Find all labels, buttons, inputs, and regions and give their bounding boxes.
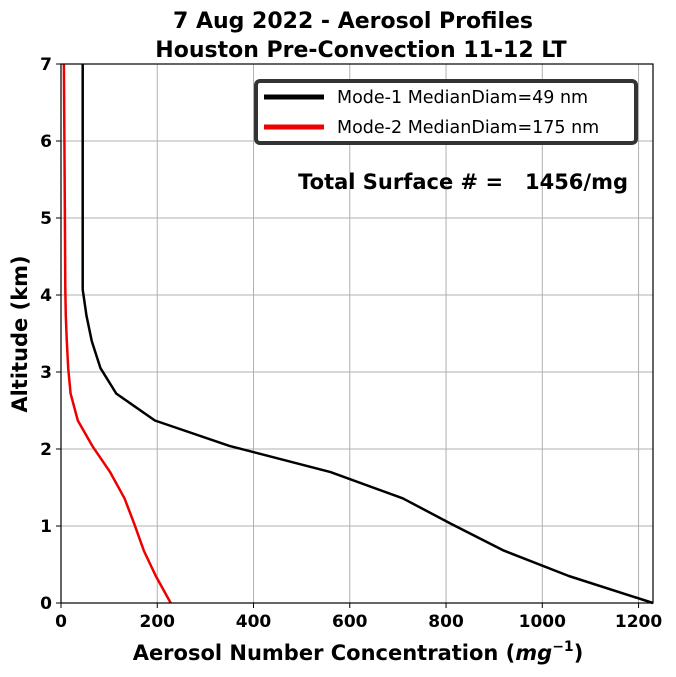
total-surface-annotation: Total Surface # = 1456/mg — [298, 170, 628, 194]
x-tick-label: 200 — [140, 612, 176, 632]
x-tick-label: 1000 — [519, 612, 566, 632]
y-tick-label: 1 — [40, 517, 52, 537]
series-lines — [62, 63, 654, 605]
y-tick-label: 0 — [40, 594, 52, 614]
series-line-mode-1 — [81, 64, 654, 605]
legend: Mode-1 MedianDiam=49 nm Mode-2 MedianDiam… — [254, 79, 638, 145]
x-axis-label: Aerosol Number Concentration (mg−1) — [133, 639, 584, 665]
x-tick-label: 600 — [332, 612, 368, 632]
y-tick-label: 5 — [40, 209, 52, 229]
legend-box — [254, 79, 638, 145]
chart-title-line-1: 7 Aug 2022 - Aerosol Profiles — [173, 9, 533, 34]
x-tick-label: 800 — [428, 612, 464, 632]
x-tick-label: 400 — [236, 612, 272, 632]
legend-label-mode-2: Mode-2 MedianDiam=175 nm — [337, 118, 599, 138]
chart-title-line-2: Houston Pre-Convection 11-12 LT — [155, 38, 566, 63]
x-tick-label: 0 — [55, 612, 67, 632]
x-tick-label: 1200 — [615, 612, 662, 632]
y-tick-label: 2 — [40, 440, 52, 460]
y-axis-label: Altitude (km) — [8, 255, 32, 412]
legend-label-mode-1: Mode-1 MedianDiam=49 nm — [337, 88, 588, 108]
y-tick-label: 6 — [40, 132, 52, 152]
axis-ticks: 0 200 400 600 800 1000 1200 0 1 2 3 4 5 6 7 — [40, 55, 662, 632]
y-tick-label: 3 — [40, 363, 52, 383]
y-tick-label: 4 — [40, 286, 52, 306]
series-line-mode-2 — [62, 63, 172, 604]
y-tick-label: 7 — [40, 55, 52, 75]
plot-frame — [60, 63, 654, 604]
